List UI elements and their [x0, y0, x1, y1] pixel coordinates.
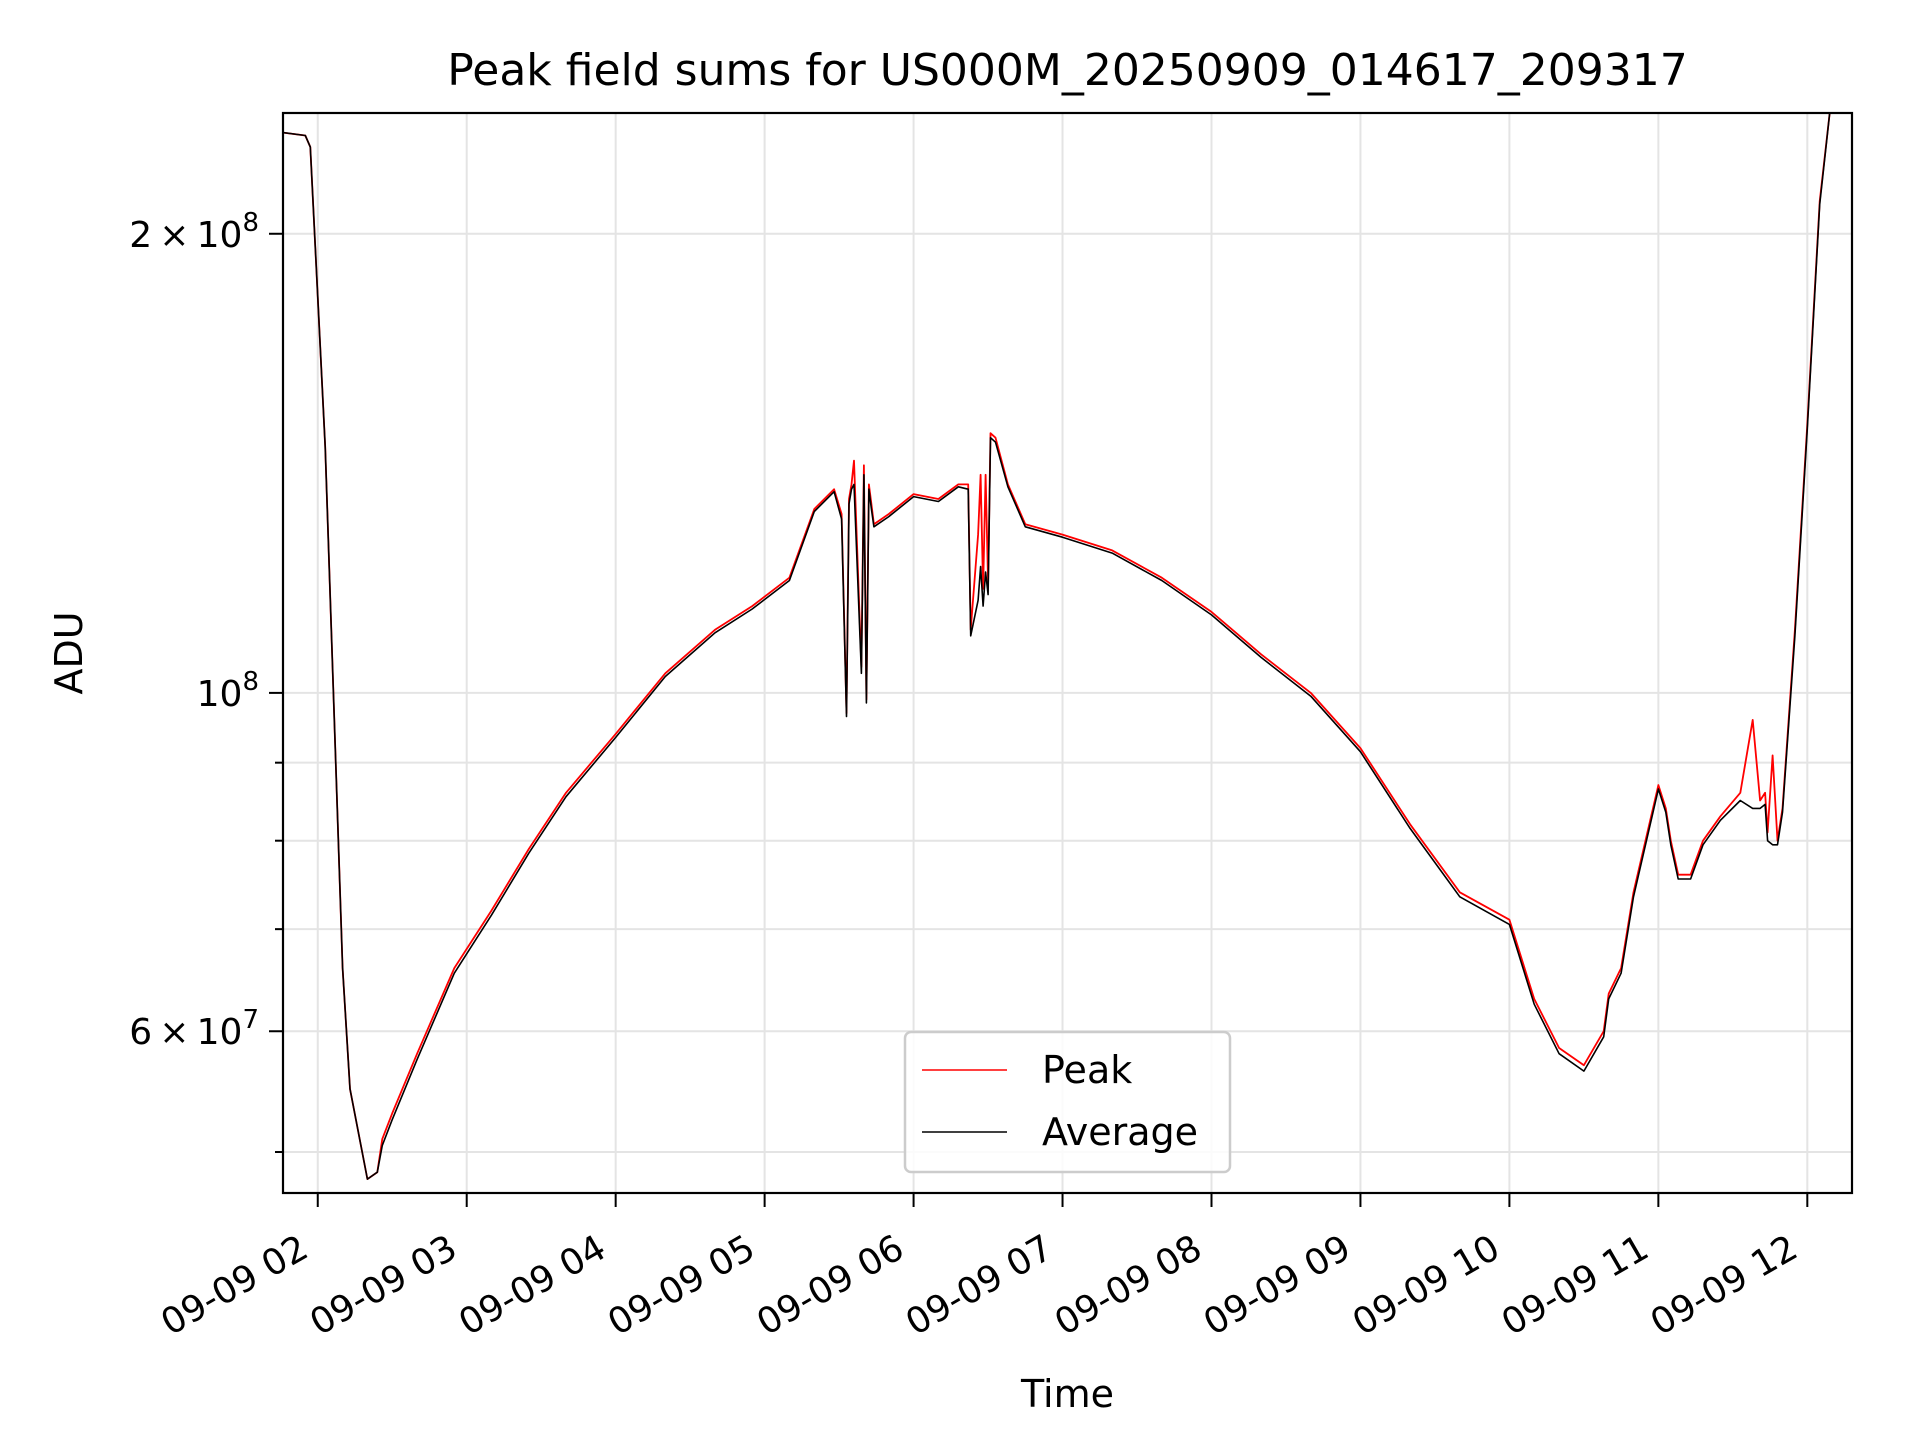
y-tick-label: 108: [197, 667, 259, 715]
x-axis-label: Time: [1020, 1372, 1114, 1416]
legend-label-average: Average: [1042, 1110, 1198, 1154]
y-axis-ticks: 2 × 108 108 6 × 107: [129, 208, 283, 1154]
legend: Peak Average: [903, 1030, 1232, 1174]
plot-frame: [281, 111, 1854, 1195]
series-lines: [283, 113, 1838, 1180]
y-axis-label: ADU: [47, 611, 91, 694]
series-line-average: [283, 113, 1838, 1180]
chart-title: Peak field sums for US000M_20250909_0146…: [447, 45, 1687, 96]
legend-label-peak: Peak: [1042, 1048, 1132, 1092]
legend-box: [903, 1030, 1232, 1174]
series-line-peak: [283, 113, 1838, 1180]
y-tick-label: 6 × 107: [129, 1005, 259, 1053]
y-tick-label: 2 × 108: [129, 208, 259, 256]
